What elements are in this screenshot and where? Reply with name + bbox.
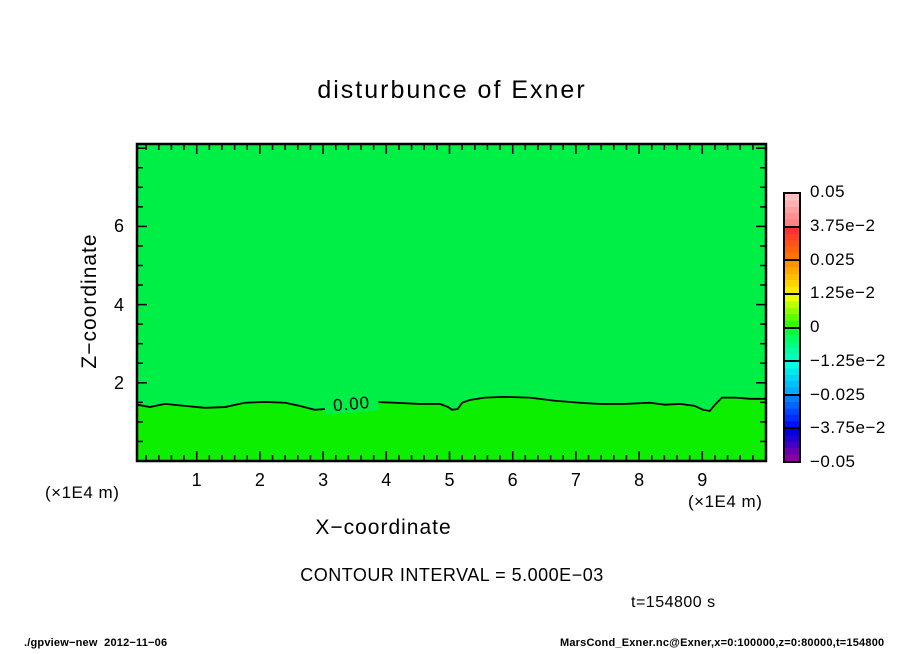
footer-program-info: ./gpview−new 2012−11−06 — [24, 637, 168, 649]
colorbar-block — [785, 326, 799, 361]
x-tick-label: 7 — [570, 470, 581, 490]
z-tick-label: 2 — [113, 372, 124, 393]
footer-file-info: MarsCond_Exner.nc@Exner,x=0:100000,z=0:8… — [560, 637, 885, 649]
x-tick-label: 9 — [697, 470, 708, 490]
colorbar-tick-label: 0 — [810, 317, 820, 336]
colorbar — [783, 192, 801, 463]
page-title: disturbunce of Exner — [317, 76, 587, 104]
colorbar-tick-label: −1.25e−2 — [810, 350, 886, 370]
contour-line-label: 0.00 — [323, 391, 380, 415]
x-tick-label: 3 — [318, 470, 329, 490]
colorbar-block — [785, 360, 799, 394]
svg-text:0.00: 0.00 — [332, 393, 371, 415]
colorbar-block — [785, 393, 799, 428]
zero-contour-line — [137, 395, 766, 412]
colorbar-tick-label: 0.05 — [810, 182, 846, 201]
x-tick-label: 5 — [444, 470, 455, 490]
time-label: t=154800 s — [631, 594, 716, 611]
region-below-contour — [137, 396, 766, 461]
x-tick-label: 2 — [254, 470, 265, 490]
x-tick-label: 4 — [381, 470, 392, 490]
colorbar-block — [785, 427, 799, 461]
colorbar-tick-label: 3.75e−2 — [810, 215, 876, 235]
colorbar-tick-label: −0.05 — [810, 452, 856, 471]
plot-border — [135, 142, 768, 463]
z-tick-label: 4 — [113, 294, 124, 315]
x-tick-label: 1 — [191, 470, 202, 490]
colorbar-block — [785, 292, 799, 327]
x-tick-label: 8 — [634, 470, 645, 490]
x-unit-label-right: (×1E4 m) — [688, 492, 763, 511]
colorbar-tick-label: 1.25e−2 — [810, 283, 876, 303]
colorbar-block — [785, 194, 799, 226]
z-tick-label: 6 — [113, 216, 124, 237]
x-axis-label: X−coordinate — [315, 516, 452, 539]
contour-interval-text: CONTOUR INTERVAL = 5.000E−03 — [300, 565, 604, 585]
colorbar-block — [785, 259, 799, 293]
colorbar-tick-label: −3.75e−2 — [810, 418, 886, 438]
x-tick-label: 6 — [507, 470, 518, 490]
colorbar-tick-label: 0.025 — [810, 249, 856, 269]
colorbar-tick-label: −0.025 — [810, 384, 866, 404]
x-unit-label-left: (×1E4 m) — [45, 483, 120, 502]
colorbar-block — [785, 225, 799, 260]
